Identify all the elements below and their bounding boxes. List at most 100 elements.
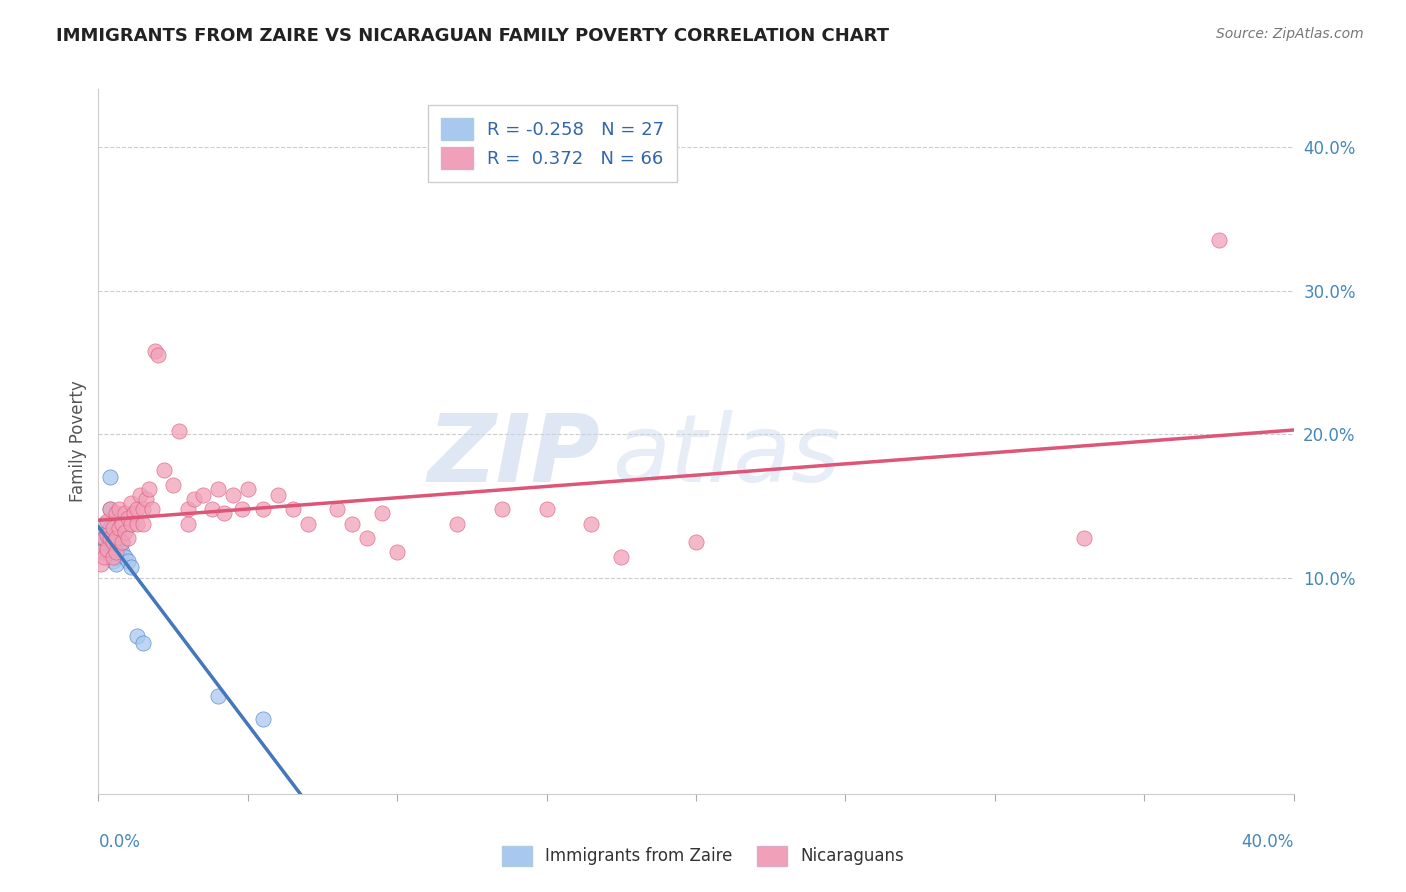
Point [117,510,139,524]
Text: IMMIGRANTS FROM ZAIRE VS NICARAGUAN FAMILY POVERTY CORRELATION CHART: IMMIGRANTS FROM ZAIRE VS NICARAGUAN FAMI… [56,27,889,45]
Point [93,531,115,545]
Point [111,535,134,549]
Point [111,545,134,559]
Point [96,545,118,559]
Point [1208,233,1230,247]
Point [446,516,468,531]
Point [108,521,131,535]
Point [207,482,229,496]
Point [132,516,155,531]
Point [177,502,200,516]
Point [98,470,122,484]
Point [491,502,513,516]
Point [114,549,136,564]
Y-axis label: Family Poverty: Family Poverty [69,381,87,502]
Point [90,557,112,571]
Point [105,545,128,559]
Point [90,535,112,549]
Point [93,516,115,531]
Point [93,542,115,557]
Point [93,531,115,545]
Point [96,514,118,528]
Point [117,531,139,545]
Point [105,507,128,521]
Point [252,712,274,726]
Text: 0.0%: 0.0% [98,832,141,851]
Point [167,425,190,439]
Point [1073,531,1095,545]
Point [138,482,160,496]
Point [356,531,378,545]
Point [120,559,142,574]
Point [153,463,176,477]
Point [267,488,290,502]
Point [111,535,134,549]
Point [212,507,235,521]
Point [191,488,214,502]
Point [93,549,115,564]
Point [103,545,125,559]
Point [103,535,125,549]
Point [105,557,128,571]
Point [141,502,163,516]
Point [281,502,304,516]
Point [231,502,253,516]
Point [132,502,155,516]
Point [610,549,633,564]
Point [96,540,118,554]
Point [114,507,136,521]
Point [135,491,157,506]
Point [252,502,274,516]
Point [201,502,224,516]
Point [536,502,558,516]
Text: ZIP: ZIP [427,409,600,501]
Point [103,521,125,535]
Point [342,516,364,531]
Text: 40.0%: 40.0% [1241,832,1294,851]
Point [143,343,166,358]
Point [162,477,184,491]
Legend: Immigrants from Zaire, Nicaraguans: Immigrants from Zaire, Nicaraguans [488,832,918,880]
Point [114,525,136,540]
Point [127,516,149,531]
Point [222,488,245,502]
Point [326,502,349,516]
Point [127,502,149,516]
Point [236,482,259,496]
Text: Source: ZipAtlas.com: Source: ZipAtlas.com [1216,27,1364,41]
Point [108,542,131,557]
Point [120,516,142,531]
Point [117,554,139,568]
Point [148,348,170,362]
Point [98,502,122,516]
Point [124,507,146,521]
Point [96,528,118,542]
Point [385,545,409,559]
Point [177,516,200,531]
Point [103,554,125,568]
Point [96,525,118,540]
Point [183,491,205,506]
Text: atlas: atlas [613,410,841,501]
Point [103,535,125,549]
Point [127,629,149,643]
Point [685,535,707,549]
Point [120,496,142,510]
Point [98,531,122,545]
Point [98,502,122,516]
Point [90,528,112,542]
Point [108,531,131,545]
Point [297,516,319,531]
Point [90,545,112,559]
Point [111,516,134,531]
Point [96,542,118,557]
Point [129,488,152,502]
Legend: R = -0.258   N = 27, R =  0.372   N = 66: R = -0.258 N = 27, R = 0.372 N = 66 [427,105,678,182]
Point [105,549,128,564]
Point [371,507,394,521]
Point [103,549,125,564]
Point [98,521,122,535]
Point [105,531,128,545]
Point [581,516,603,531]
Point [207,689,229,703]
